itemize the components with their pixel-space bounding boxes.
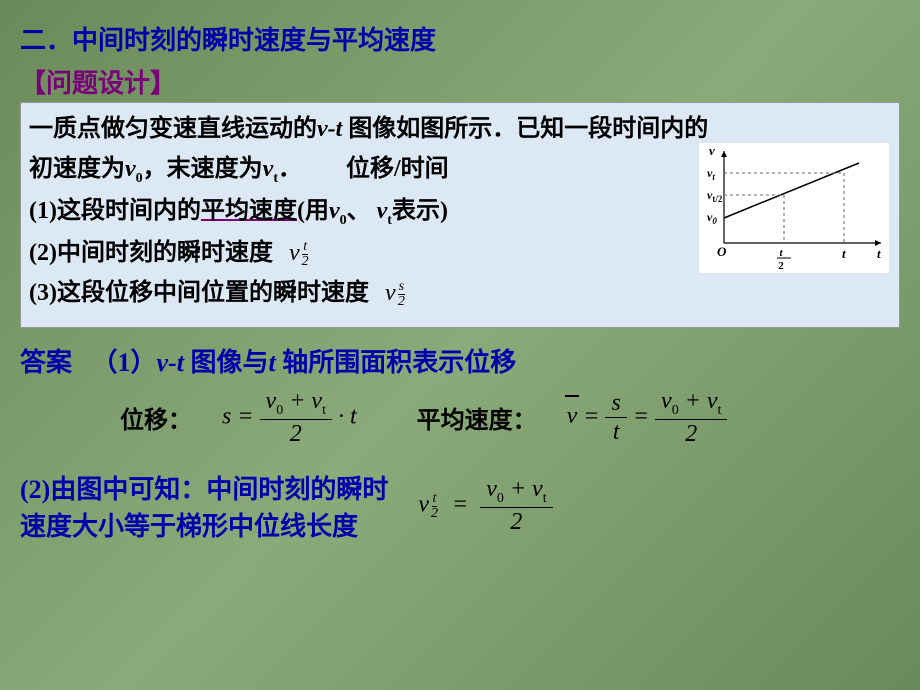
formula-row-1: 位移： s = v0 + vt2 · t 平均速度： v = st = v0 +… (120, 387, 900, 449)
vt-graph: v vt vt/2 v0 O t 2 t t (699, 143, 889, 273)
text: ，末速度为 (143, 156, 263, 182)
displacement-formula: s = v0 + vt2 · t (222, 387, 357, 449)
mid-time-formula: vt2 = v0 + vt2 (418, 475, 552, 537)
text: (2)由图中可知：中间时刻的瞬时 (20, 469, 388, 506)
text: (1)这段时间内的 (29, 198, 201, 224)
section-heading: 二．中间时刻的瞬时速度与平均速度 (20, 20, 900, 57)
text: (3)这段位移中间位置的瞬时速度 (29, 280, 369, 306)
text: 图像与 (184, 348, 269, 377)
text: 、 (347, 198, 371, 224)
svg-text:v: v (709, 143, 715, 158)
svg-text:O: O (717, 244, 727, 259)
problem-box: 一质点做匀变速直线运动的v-t 图像如图所示．已知一段时间内的 初速度为v0，末… (20, 102, 900, 328)
text: 速度大小等于梯形中位线长度 (20, 506, 388, 543)
answer-2: (2)由图中可知：中间时刻的瞬时 速度大小等于梯形中位线长度 (20, 469, 388, 543)
svg-text:t: t (842, 246, 846, 261)
avg-velocity-formula: v = st = v0 + vt2 (567, 387, 728, 449)
text: ． (278, 156, 302, 182)
svg-text:t: t (877, 246, 881, 261)
text: 表示) (392, 198, 448, 224)
svg-text:2: 2 (778, 260, 784, 272)
text: (用 (297, 198, 329, 224)
question-3: (3)这段位移中间位置的瞬时速度 vs2 (29, 275, 891, 311)
text: 初速度为 (29, 156, 125, 182)
displacement-time-label: 位移/时间 (346, 151, 449, 187)
text: （1） (92, 348, 157, 377)
text: (2)中间时刻的瞬时速度 (29, 240, 273, 266)
sub-heading: 【问题设计】 (20, 63, 900, 100)
text: 图像如图所示．已知一段时间内的 (342, 116, 708, 142)
displacement-label: 位移： (120, 400, 192, 435)
problem-line-1: 一质点做匀变速直线运动的v-t 图像如图所示．已知一段时间内的 (29, 111, 891, 147)
text: 轴所围面积表示位移 (276, 348, 517, 377)
underline-text: 平均速度 (201, 198, 297, 224)
text: 一质点做匀变速直线运动的 (29, 116, 317, 142)
answer-line-1: 答案 （1）v-t 图像与t 轴所围面积表示位移 (20, 342, 900, 379)
answer-label: 答案 (20, 348, 72, 377)
avg-velocity-label: 平均速度： (417, 400, 537, 435)
